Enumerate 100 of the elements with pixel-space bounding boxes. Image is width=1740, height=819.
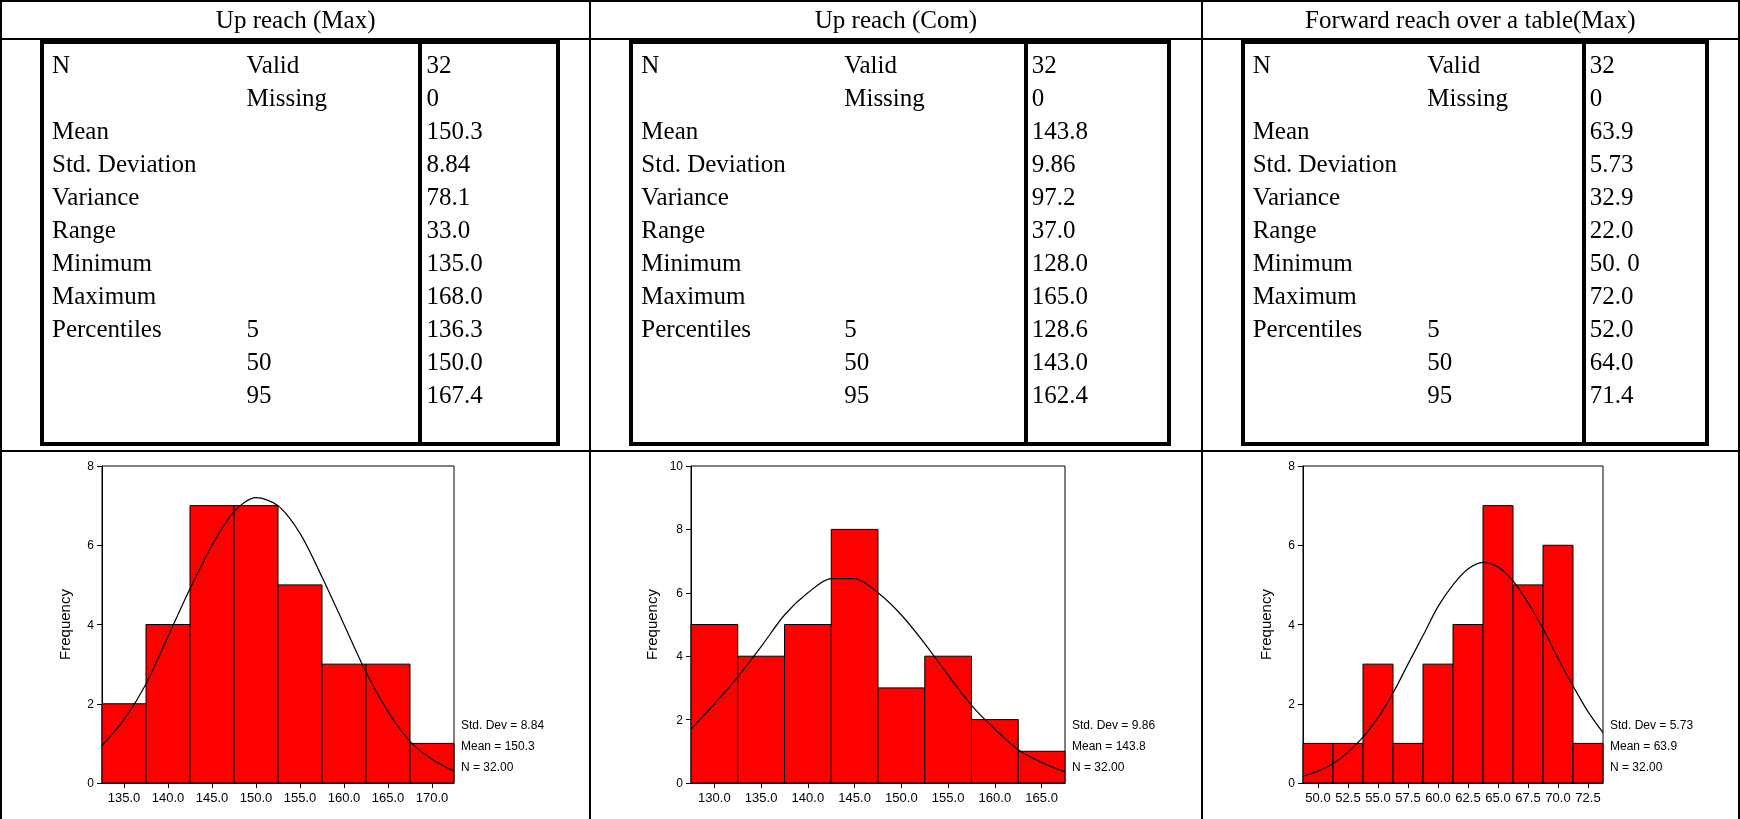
x-tick-label: 155.0 [932, 790, 965, 805]
y-axis-title: Frequency [643, 588, 661, 660]
text: Std. Deviation [52, 150, 197, 177]
y-tick-label: 4 [676, 649, 684, 664]
x-tick-label: 70.0 [1544, 790, 1571, 805]
text: Missing [844, 84, 925, 111]
text: Valid [246, 51, 300, 78]
text: 22.0 [1589, 216, 1634, 243]
text: 32 [426, 51, 452, 78]
y-tick-label: 4 [87, 617, 95, 632]
x-tick-label: 65.0 [1484, 790, 1511, 805]
text: 72.0 [1589, 282, 1634, 309]
text: 71.4 [1589, 381, 1634, 408]
text: 33.0 [426, 216, 471, 243]
text: 165.0 [1031, 282, 1088, 309]
text: Valid [1427, 51, 1481, 78]
y-tick-label: 8 [87, 459, 95, 473]
y-tick-label: 8 [676, 522, 684, 537]
x-tick-label: 145.0 [838, 790, 872, 805]
text: 8.84 [426, 150, 471, 177]
x-tick-label: 67.5 [1514, 790, 1541, 805]
text: Range [641, 216, 706, 243]
y-tick-label: 8 [1287, 459, 1295, 473]
x-tick-label: 50.0 [1304, 790, 1331, 805]
text: 50 [844, 348, 870, 375]
text: Variance [641, 183, 729, 210]
text: 32 [1031, 51, 1057, 78]
text: Variance [1252, 183, 1341, 210]
text: Mean [641, 117, 699, 144]
text: Maximum [641, 282, 746, 309]
y-tick-label: 4 [1287, 617, 1295, 632]
y-tick-label: 2 [1287, 696, 1295, 711]
text: 95 [844, 381, 870, 408]
text: 78.1 [426, 183, 471, 210]
x-tick-label: 170.0 [415, 790, 449, 805]
y-tick-label: 10 [669, 459, 684, 473]
text: 9.86 [1031, 150, 1076, 177]
text: Minimum [52, 249, 153, 276]
x-tick-label: 160.0 [978, 790, 1012, 805]
x-tick-label: 140.0 [791, 790, 825, 805]
text: Std. Dev = 5.73 [1609, 718, 1693, 732]
x-tick-label: 165.0 [1025, 790, 1059, 805]
y-tick-label: 0 [87, 776, 95, 790]
x-tick-label: 165.0 [371, 790, 405, 805]
text: Std. Dev = 9.86 [1072, 718, 1156, 732]
text: 64.0 [1589, 348, 1634, 375]
text: 0 [426, 84, 440, 111]
text: 95 [1427, 381, 1453, 408]
text: 32.9 [1589, 183, 1634, 210]
text: 0 [1031, 84, 1045, 111]
text: 150.0 [426, 348, 483, 375]
x-tick-label: 72.5 [1574, 790, 1601, 805]
text: 5 [1427, 315, 1440, 342]
text: N = 32.00 [1072, 760, 1126, 774]
text: Minimum [1252, 249, 1353, 276]
text: Valid [844, 51, 897, 78]
text: Up reach (Max) [2, 2, 590, 40]
text: 5.73 [1589, 150, 1634, 177]
text: N = 32.00 [1609, 760, 1663, 774]
x-tick-label: 55.0 [1364, 790, 1391, 805]
text: Percentiles [641, 315, 752, 342]
text: N [52, 51, 71, 78]
text: Minimum [641, 249, 742, 276]
text: Range [1252, 216, 1317, 243]
text: 167.4 [426, 381, 483, 408]
text: 50 [246, 348, 272, 375]
text: Maximum [52, 282, 157, 309]
text: 5 [246, 315, 259, 342]
y-tick-label: 0 [1287, 776, 1295, 790]
text: 162.4 [1031, 381, 1088, 408]
text: Range [52, 216, 116, 243]
text: Mean = 143.8 [1072, 739, 1147, 753]
text: Std. Dev = 8.84 [461, 718, 545, 732]
x-tick-label: 135.0 [745, 790, 778, 805]
x-tick-label: 155.0 [283, 790, 317, 805]
text: Mean = 63.9 [1609, 739, 1677, 753]
text: N [641, 51, 660, 78]
text: 50. 0 [1589, 249, 1640, 276]
text: Mean [1252, 117, 1310, 144]
x-tick-label: 145.0 [195, 790, 229, 805]
y-tick-label: 6 [676, 585, 684, 600]
y-tick-label: 2 [676, 712, 684, 727]
text: 143.0 [1031, 348, 1088, 375]
text: 32 [1589, 51, 1615, 78]
text: 168.0 [426, 282, 483, 309]
text: N [1252, 51, 1271, 78]
x-tick-label: 150.0 [239, 790, 273, 805]
text: 50 [1427, 348, 1453, 375]
text: 37.0 [1031, 216, 1076, 243]
text: 143.8 [1031, 117, 1088, 144]
text: 128.0 [1031, 249, 1088, 276]
text: Percentiles [1252, 315, 1363, 342]
text: 136.3 [426, 315, 483, 342]
text: Maximum [1252, 282, 1357, 309]
text: 63.9 [1589, 117, 1634, 144]
text: Std. Deviation [641, 150, 786, 177]
text: Variance [52, 183, 140, 210]
text: Missing [1427, 84, 1508, 111]
text: Mean [52, 117, 109, 144]
text: 5 [844, 315, 857, 342]
